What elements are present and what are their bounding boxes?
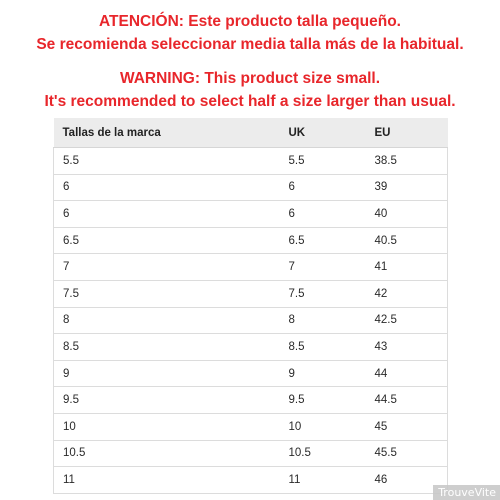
cell-eu: 44.5 — [365, 386, 448, 414]
table-row: 8 8 42.5 — [53, 307, 448, 335]
cell-uk: 7.5 — [279, 280, 366, 308]
cell-uk: 7 — [279, 253, 366, 281]
table-row: 10 10 45 — [53, 413, 448, 441]
cell-eu: 42 — [365, 280, 448, 308]
header-brand-size: Tallas de la marca — [53, 118, 280, 148]
size-chart-table: Tallas de la marca UK EU 5.5 5.5 38.5 6 6 39 6… — [53, 118, 448, 494]
cell-eu: 45.5 — [365, 440, 448, 468]
cell-eu: 42.5 — [365, 307, 448, 335]
cell-brand-size: 10 — [53, 413, 280, 441]
table-row: 7 7 41 — [53, 253, 448, 281]
cell-brand-size: 5.5 — [53, 147, 280, 175]
cell-eu: 39 — [365, 174, 448, 202]
table-row: 9 9 44 — [53, 360, 448, 388]
cell-eu: 41 — [365, 253, 448, 281]
table-row: 6.5 6.5 40.5 — [53, 227, 448, 255]
cell-eu: 40 — [365, 200, 448, 228]
cell-uk: 8 — [279, 307, 366, 335]
cell-brand-size: 9.5 — [53, 386, 280, 414]
warning-english-line-2: It's recommended to select half a size l… — [44, 93, 456, 110]
cell-brand-size: 8 — [53, 307, 280, 335]
table-row: 8.5 8.5 43 — [53, 333, 448, 361]
cell-brand-size: 8.5 — [53, 333, 280, 361]
warning-english: WARNING: This product size small. It's r… — [0, 67, 500, 113]
cell-eu: 38.5 — [365, 147, 448, 175]
watermark-logo: TrouveVite — [433, 485, 500, 500]
cell-uk: 9 — [279, 360, 366, 388]
cell-brand-size: 6 — [53, 200, 280, 228]
header-eu: EU — [365, 118, 448, 148]
cell-brand-size: 6 — [53, 174, 280, 202]
cell-eu: 40.5 — [365, 227, 448, 255]
cell-uk: 10.5 — [279, 440, 366, 468]
cell-brand-size: 11 — [53, 466, 280, 494]
cell-uk: 8.5 — [279, 333, 366, 361]
cell-eu: 45 — [365, 413, 448, 441]
cell-brand-size: 7 — [53, 253, 280, 281]
cell-uk: 10 — [279, 413, 366, 441]
cell-uk: 9.5 — [279, 386, 366, 414]
cell-uk: 11 — [279, 466, 366, 494]
warning-english-line-1: WARNING: This product size small. — [119, 70, 381, 87]
warning-spanish-line-1: ATENCIÓN: Este producto talla pequeño. — [99, 13, 401, 30]
table-row: 10.5 10.5 45.5 — [53, 440, 448, 468]
cell-eu: 44 — [365, 360, 448, 388]
warning-spanish-line-2: Se recomienda seleccionar media talla má… — [36, 36, 464, 53]
warning-spanish: ATENCIÓN: Este producto talla pequeño. S… — [0, 10, 500, 56]
cell-uk: 6 — [279, 200, 366, 228]
table-header-row: Tallas de la marca UK EU — [53, 118, 448, 148]
table-row: 6 6 39 — [53, 174, 448, 202]
cell-brand-size: 10.5 — [53, 440, 280, 468]
cell-brand-size: 6.5 — [53, 227, 280, 255]
table-row: 11 11 46 — [53, 466, 448, 494]
cell-brand-size: 9 — [53, 360, 280, 388]
header-uk: UK — [279, 118, 366, 148]
table-row: 9.5 9.5 44.5 — [53, 386, 448, 414]
cell-uk: 5.5 — [279, 147, 366, 175]
cell-uk: 6 — [279, 174, 366, 202]
cell-uk: 6.5 — [279, 227, 366, 255]
cell-brand-size: 7.5 — [53, 280, 280, 308]
table-row: 5.5 5.5 38.5 — [53, 147, 448, 175]
table-row: 7.5 7.5 42 — [53, 280, 448, 308]
cell-eu: 43 — [365, 333, 448, 361]
table-row: 6 6 40 — [53, 200, 448, 228]
